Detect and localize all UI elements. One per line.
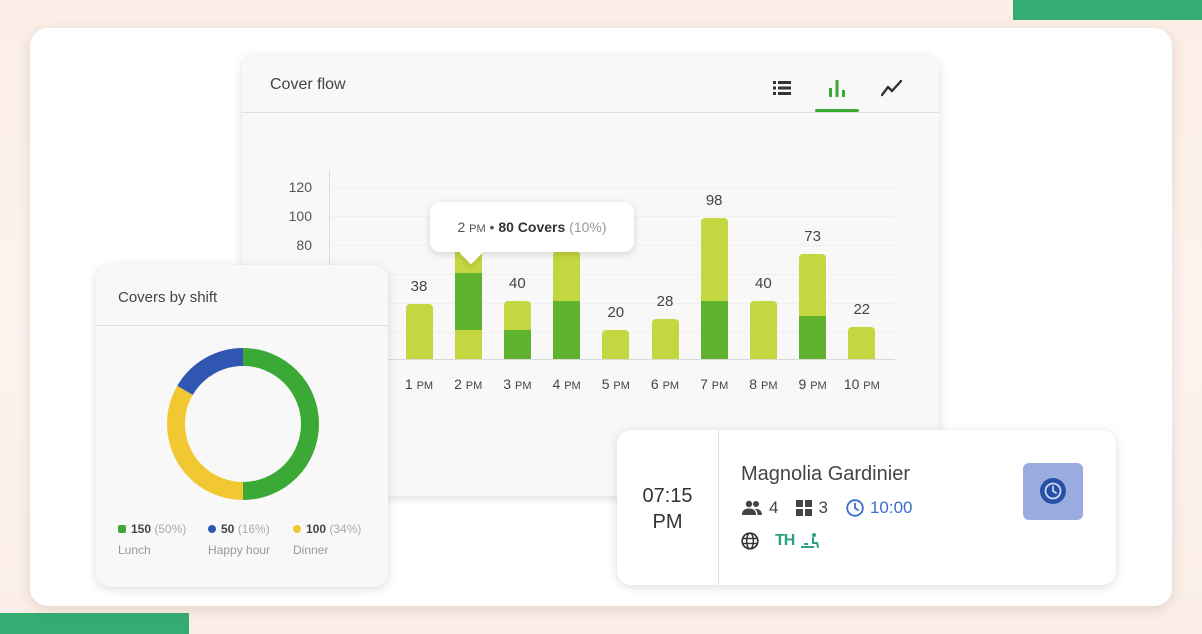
table-grid-icon <box>796 500 813 516</box>
y-tick: 100 <box>288 208 312 224</box>
bar-dark-segment <box>454 272 482 331</box>
bar-value-label: 20 <box>607 304 625 322</box>
cover-flow-header: Cover flow <box>242 55 939 113</box>
tooltip-time: 2 PM <box>457 219 486 235</box>
bar-6-pm[interactable] <box>651 318 679 359</box>
x-axis-label: 9 PM <box>798 376 827 392</box>
bar-chart-icon <box>829 80 845 97</box>
bar-value-label: 38 <box>410 278 428 296</box>
party-size: 4 <box>769 498 779 517</box>
line-chart-view-button[interactable] <box>869 69 913 109</box>
x-axis-label: 5 PM <box>601 376 630 392</box>
chart-tooltip: 2 PM • 80 Covers (10%) <box>430 202 634 252</box>
x-axis-label: 2 PM <box>454 376 483 392</box>
x-axis-label: 8 PM <box>749 376 778 392</box>
list-view-button[interactable] <box>760 69 804 109</box>
bar-value-label: 98 <box>705 191 723 209</box>
bar-5-pm[interactable] <box>602 330 630 359</box>
donut-segment-happy-hour[interactable] <box>167 348 319 500</box>
decorative-green-strip-top <box>1013 0 1202 20</box>
cover-flow-title: Cover flow <box>270 76 346 93</box>
reservation-time: 07:15 PM <box>642 485 693 533</box>
bar-dark-segment <box>553 301 581 359</box>
bar-dark-segment <box>799 315 827 359</box>
clock-icon <box>846 499 864 517</box>
reservation-details: 4 3 10:00 <box>741 498 912 518</box>
wheelchair-icon <box>801 533 820 548</box>
list-icon <box>773 81 791 95</box>
reservation-tags: TH <box>741 532 820 550</box>
y-tick: 120 <box>288 179 312 195</box>
bar-dark-segment <box>700 301 728 359</box>
shift-donut-chart <box>167 348 319 500</box>
grid-line <box>330 274 895 275</box>
people-icon <box>742 500 762 515</box>
guest-name: Magnolia Gardinier <box>741 463 910 485</box>
legend-item-happy-hour: 50 (16%) Happy hour <box>208 522 271 557</box>
grid-line <box>330 187 895 188</box>
high-chair-icon: TH <box>775 532 795 549</box>
grid-line <box>330 303 895 304</box>
x-axis-label: 10 PM <box>843 376 880 392</box>
bar-value-label: 73 <box>804 227 821 245</box>
x-axis-baseline <box>330 359 895 360</box>
donut-segment-dinner[interactable] <box>167 348 319 500</box>
tooltip-separator: • <box>489 219 495 235</box>
line-chart-icon <box>881 79 903 97</box>
bar-4-pm[interactable] <box>553 251 581 359</box>
tooltip-percent: (10%) <box>569 219 607 235</box>
legend-dot-dinner <box>293 525 301 533</box>
x-axis-label: 6 PM <box>650 376 680 392</box>
bar-chart-view-button[interactable] <box>815 69 859 112</box>
reservation-card[interactable]: 07:15 PM Magnolia Gardinier 4 3 10:00 TH <box>617 430 1116 585</box>
bar-10-pm[interactable] <box>848 327 876 359</box>
clock-status-icon <box>1040 478 1066 504</box>
bar-1-pm[interactable] <box>405 304 433 359</box>
bar-dark-segment <box>503 330 531 359</box>
covers-by-shift-header: Covers by shift <box>96 265 388 326</box>
bar-2-pm[interactable] <box>454 243 482 359</box>
bar-8-pm[interactable] <box>749 301 777 359</box>
x-axis-label: 1 PM <box>404 376 434 392</box>
legend-item-dinner: 100 (34%) Dinner <box>293 522 362 557</box>
legend-dot-happy-hour <box>208 525 216 533</box>
y-tick: 80 <box>296 237 312 253</box>
x-axis-label: 4 PM <box>552 376 581 392</box>
bar-9-pm[interactable] <box>799 253 827 359</box>
globe-icon <box>741 532 759 550</box>
reservation-duration: 10:00 <box>869 498 913 517</box>
bar-value-label: 28 <box>656 292 674 310</box>
x-axis-label: 7 PM <box>700 376 729 392</box>
bar-value-label: 22 <box>853 301 871 319</box>
legend-item-lunch: 150 (50%) Lunch <box>118 522 187 557</box>
legend-dot-lunch <box>118 525 126 533</box>
covers-by-shift-card: Covers by shift 150 (50%) Lunch 50 (16%)… <box>96 265 388 587</box>
x-axis-label: 3 PM <box>503 376 532 392</box>
reservation-divider <box>718 430 719 585</box>
covers-by-shift-title: Covers by shift <box>118 289 218 306</box>
bar-value-label: 40 <box>755 275 772 293</box>
bar-3-pm[interactable] <box>503 301 531 359</box>
table-number: 3 <box>818 498 828 517</box>
reservation-status-button[interactable] <box>1023 463 1083 520</box>
tooltip-covers: 80 Covers <box>498 219 566 235</box>
decorative-green-strip-bottom <box>0 613 189 634</box>
bar-7-pm[interactable] <box>700 217 728 359</box>
bar-value-label: 40 <box>509 275 526 293</box>
